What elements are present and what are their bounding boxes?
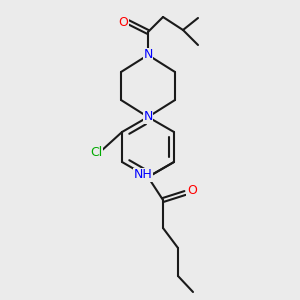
Text: O: O [187,184,197,196]
Text: N: N [143,49,153,62]
Text: O: O [118,16,128,28]
Text: Cl: Cl [90,146,102,158]
Text: NH: NH [134,169,152,182]
Text: N: N [143,110,153,124]
